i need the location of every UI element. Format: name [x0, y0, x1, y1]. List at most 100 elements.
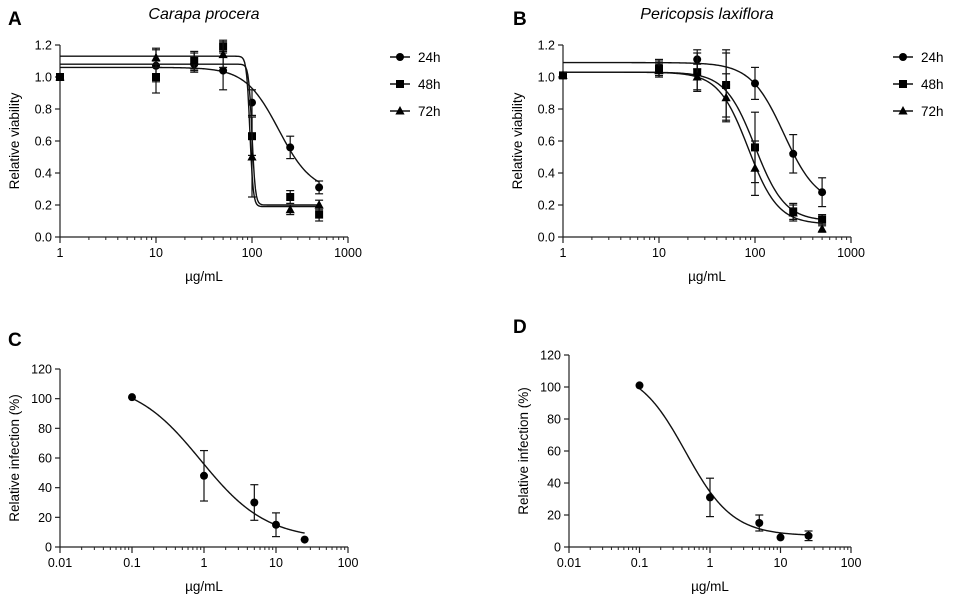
- data-point: [750, 163, 760, 172]
- panel-letter: B: [513, 9, 527, 30]
- series-infection: [128, 393, 309, 544]
- legend-label: 72h: [418, 104, 441, 119]
- series-72h: [55, 41, 324, 216]
- x-tick-label: 10: [652, 246, 666, 260]
- y-axis-title: Relative viability: [7, 92, 22, 189]
- x-tick-label: 0.01: [48, 556, 72, 570]
- panel-c: C 0 20 40 60 80 100 120 0.01 0.1 1 10 100 µg/mL Relati…: [7, 330, 358, 594]
- y-axis-title: Relative viability: [510, 92, 525, 189]
- x-tick-label: 10: [269, 556, 283, 570]
- x-tick-label: 0.01: [557, 556, 581, 570]
- data-point: [55, 72, 65, 81]
- data-point: [706, 493, 714, 502]
- legend-marker: [396, 53, 404, 61]
- y-tick-label: 20: [547, 509, 561, 523]
- x-tick-label: 1: [57, 246, 64, 260]
- y-tick-label: 0.8: [538, 103, 555, 117]
- data-point: [755, 519, 764, 527]
- data-point: [635, 381, 644, 390]
- data-point: [558, 70, 568, 79]
- x-tick-label: 1: [201, 556, 208, 570]
- x-tick-label: 1: [560, 246, 567, 260]
- y-tick-label: 60: [547, 445, 561, 459]
- x-tick-label: 10: [149, 246, 163, 260]
- data-point: [286, 193, 295, 201]
- y-tick-label: 1.0: [35, 71, 52, 85]
- legend-marker: [899, 53, 907, 61]
- data-point: [315, 183, 324, 192]
- x-tick-label: 1000: [837, 246, 865, 260]
- fit-curve: [60, 55, 320, 208]
- y-tick-label: 1.2: [538, 39, 555, 53]
- legend-label: 48h: [418, 77, 441, 92]
- data-point: [300, 535, 309, 544]
- data-point: [789, 149, 798, 158]
- legend-marker: [395, 106, 405, 115]
- y-tick-label: 60: [38, 452, 52, 466]
- data-point: [818, 188, 827, 197]
- data-point: [692, 72, 702, 81]
- y-tick-label: 0: [45, 541, 52, 555]
- x-axis-title: µg/mL: [688, 269, 726, 284]
- y-tick-label: 120: [31, 363, 52, 377]
- y-tick-label: 0.6: [538, 135, 555, 149]
- y-tick-label: 0.6: [35, 135, 52, 149]
- data-point: [286, 143, 295, 152]
- y-tick-label: 40: [38, 481, 52, 495]
- legend-label: 48h: [921, 77, 944, 92]
- data-point: [250, 498, 259, 507]
- y-tick-label: 0.4: [35, 167, 52, 181]
- y-tick-label: 0.0: [538, 231, 555, 245]
- data-point: [314, 200, 324, 209]
- y-tick-label: 80: [547, 413, 561, 427]
- x-tick-label: 100: [338, 556, 359, 570]
- legend-label: 72h: [921, 104, 944, 119]
- x-tick-label: 1000: [334, 246, 362, 260]
- x-tick-label: 0.1: [631, 556, 648, 570]
- data-point: [152, 73, 160, 81]
- series-24h: [56, 49, 324, 195]
- panel-a: A Carapa procera 0.0 0.2 0.4 0.6 0.8 1.0 1.2 1 10 1…: [7, 6, 441, 284]
- fit-curve: [60, 63, 320, 206]
- panel-letter: D: [513, 317, 527, 338]
- chart-title: Pericopsis laxiflora: [640, 6, 773, 23]
- data-point: [151, 52, 161, 62]
- y-axis-title: Relative infection (%): [7, 394, 22, 522]
- data-point: [315, 210, 324, 219]
- data-point: [272, 520, 280, 529]
- x-axis-title: µg/mL: [691, 579, 729, 594]
- fit-curve: [563, 71, 823, 221]
- x-tick-label: 100: [745, 246, 766, 260]
- chart-title: Carapa procera: [148, 6, 259, 23]
- y-tick-label: 100: [540, 381, 561, 395]
- panel-d: D 0 20 40 60 80 100 120 0.01 0.1 1 10 100 µg/mL Relati…: [513, 317, 861, 594]
- data-point: [218, 49, 228, 59]
- series-72h: [558, 63, 827, 233]
- fit-curve: [563, 71, 823, 224]
- x-tick-label: 0.1: [123, 556, 140, 570]
- y-tick-label: 0.2: [35, 199, 52, 213]
- y-tick-label: 0.2: [538, 199, 555, 213]
- data-point: [818, 215, 827, 224]
- y-tick-label: 120: [540, 349, 561, 363]
- legend-marker: [396, 80, 404, 88]
- data-point: [804, 531, 813, 540]
- data-point: [200, 471, 208, 480]
- series-24h: [559, 49, 827, 208]
- fit-curve: [60, 66, 320, 183]
- fit-curve: [563, 61, 823, 193]
- data-point: [128, 393, 136, 402]
- x-axis-title: µg/mL: [185, 269, 223, 284]
- data-point: [721, 92, 731, 102]
- panel-letter: C: [8, 330, 22, 351]
- x-tick-label: 10: [774, 556, 788, 570]
- series-infection: [635, 381, 813, 542]
- data-point: [788, 208, 798, 217]
- y-tick-label: 0.4: [538, 167, 555, 181]
- legend-label: 24h: [921, 50, 944, 65]
- data-point: [751, 79, 759, 88]
- data-point: [285, 204, 295, 214]
- data-point: [654, 65, 664, 75]
- legend-marker: [899, 80, 907, 88]
